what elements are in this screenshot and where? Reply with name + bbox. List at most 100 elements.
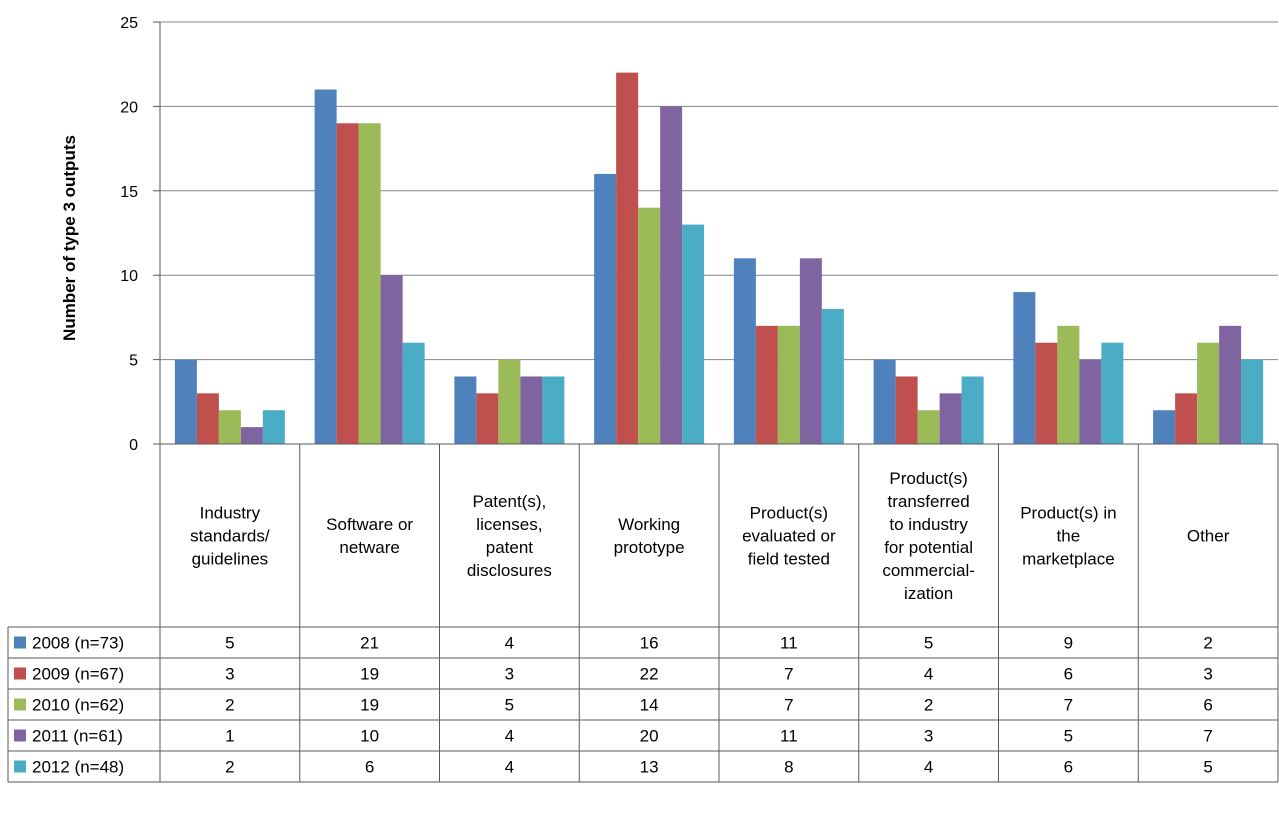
category-label: Product(s) [889, 469, 967, 488]
bar [1153, 410, 1176, 444]
table-cell-value: 4 [924, 758, 933, 777]
bar [799, 258, 822, 444]
bar [262, 410, 285, 444]
bar [358, 123, 381, 444]
category-label: Software or [326, 515, 413, 534]
legend-key [14, 729, 26, 742]
table-cell-value: 8 [784, 758, 793, 777]
bar [616, 72, 639, 444]
bar [755, 325, 778, 444]
table-cell-value: 7 [784, 665, 793, 684]
bar [594, 173, 617, 445]
table-cell-value: 4 [505, 758, 514, 777]
category-label: Other [1187, 527, 1230, 546]
table-cell-value: 5 [924, 634, 933, 653]
legend-label: 2012 (n=48) [32, 758, 124, 777]
bar [917, 410, 940, 444]
bar [314, 89, 337, 445]
table-cell-value: 2 [924, 696, 933, 715]
legend-label: 2008 (n=73) [32, 634, 124, 653]
category-label: evaluated or [742, 527, 836, 546]
category-label: patent [486, 538, 534, 557]
bar [196, 393, 219, 444]
table-cell-value: 2 [225, 696, 234, 715]
table-cell-value: 3 [1203, 665, 1212, 684]
legend-label: 2010 (n=62) [32, 696, 124, 715]
category-label: Product(s) [750, 504, 828, 523]
table-cell-value: 13 [640, 758, 659, 777]
category-label: to industry [889, 515, 968, 534]
table-cell-value: 2 [225, 758, 234, 777]
bar [821, 308, 844, 444]
table-cell-value: 16 [640, 634, 659, 653]
category-label: netware [339, 538, 399, 557]
bar [498, 359, 521, 444]
table-cell-value: 11 [780, 634, 798, 653]
bar [733, 258, 756, 444]
y-tick-label: 25 [120, 15, 138, 32]
table-cell-value: 5 [1064, 727, 1073, 746]
table-cell-value: 4 [505, 727, 514, 746]
bar [660, 106, 683, 445]
table-cell-value: 6 [1064, 758, 1073, 777]
table-cell-value: 5 [225, 634, 234, 653]
category-label: prototype [614, 538, 685, 557]
category-label: transferred [888, 492, 970, 511]
legend-key [14, 760, 26, 773]
table-cell-value: 3 [924, 727, 933, 746]
y-tick-label: 5 [129, 353, 138, 370]
bar [402, 342, 425, 444]
bar [542, 376, 565, 444]
category-label: disclosures [467, 561, 552, 580]
legend-label: 2011 (n=61) [32, 727, 123, 746]
category-label: standards/ [190, 527, 270, 546]
bar [454, 376, 477, 444]
legend-key [14, 698, 26, 711]
bar [240, 427, 263, 444]
category-label: licenses, [476, 515, 542, 534]
bar [1035, 342, 1058, 444]
table-cell-value: 22 [640, 665, 659, 684]
bar [520, 376, 543, 444]
bar [1241, 359, 1264, 444]
legend-key [14, 667, 26, 680]
bar [1079, 359, 1102, 444]
bar [1175, 393, 1198, 444]
table-cell-value: 6 [1064, 665, 1073, 684]
category-label: commercial- [882, 561, 975, 580]
table-cell-value: 2 [1203, 634, 1212, 653]
category-label: Industry [200, 504, 261, 523]
table-cell-value: 19 [360, 696, 379, 715]
bar [873, 359, 896, 444]
table-cell-value: 19 [360, 665, 379, 684]
table-cell-value: 20 [640, 727, 659, 746]
bar [218, 410, 241, 444]
table-cell-value: 11 [780, 727, 798, 746]
table-cell-value: 5 [505, 696, 514, 715]
y-tick-label: 10 [120, 268, 138, 285]
table-cell-value: 6 [1203, 696, 1212, 715]
legend-label: 2009 (n=67) [32, 665, 124, 684]
category-label: Working [618, 515, 680, 534]
bar [682, 224, 705, 444]
y-tick-label: 15 [120, 184, 138, 201]
legend-key [14, 636, 26, 649]
table-cell-value: 1 [225, 727, 234, 746]
category-label: Patent(s), [473, 492, 547, 511]
bar [939, 393, 962, 444]
bar [336, 123, 359, 444]
table-cell-value: 3 [505, 665, 514, 684]
table-cell-value: 4 [505, 634, 514, 653]
bar [1057, 325, 1080, 444]
table-cell-value: 3 [225, 665, 234, 684]
table-cell-value: 9 [1064, 634, 1073, 653]
bar [1219, 325, 1242, 444]
table-cell-value: 21 [360, 634, 379, 653]
bar [638, 207, 661, 444]
y-axis-title: Number of type 3 outputs [60, 135, 79, 341]
category-label: field tested [748, 550, 830, 569]
bar [961, 376, 984, 444]
table-cell-value: 7 [784, 696, 793, 715]
table-cell-value: 4 [924, 665, 933, 684]
